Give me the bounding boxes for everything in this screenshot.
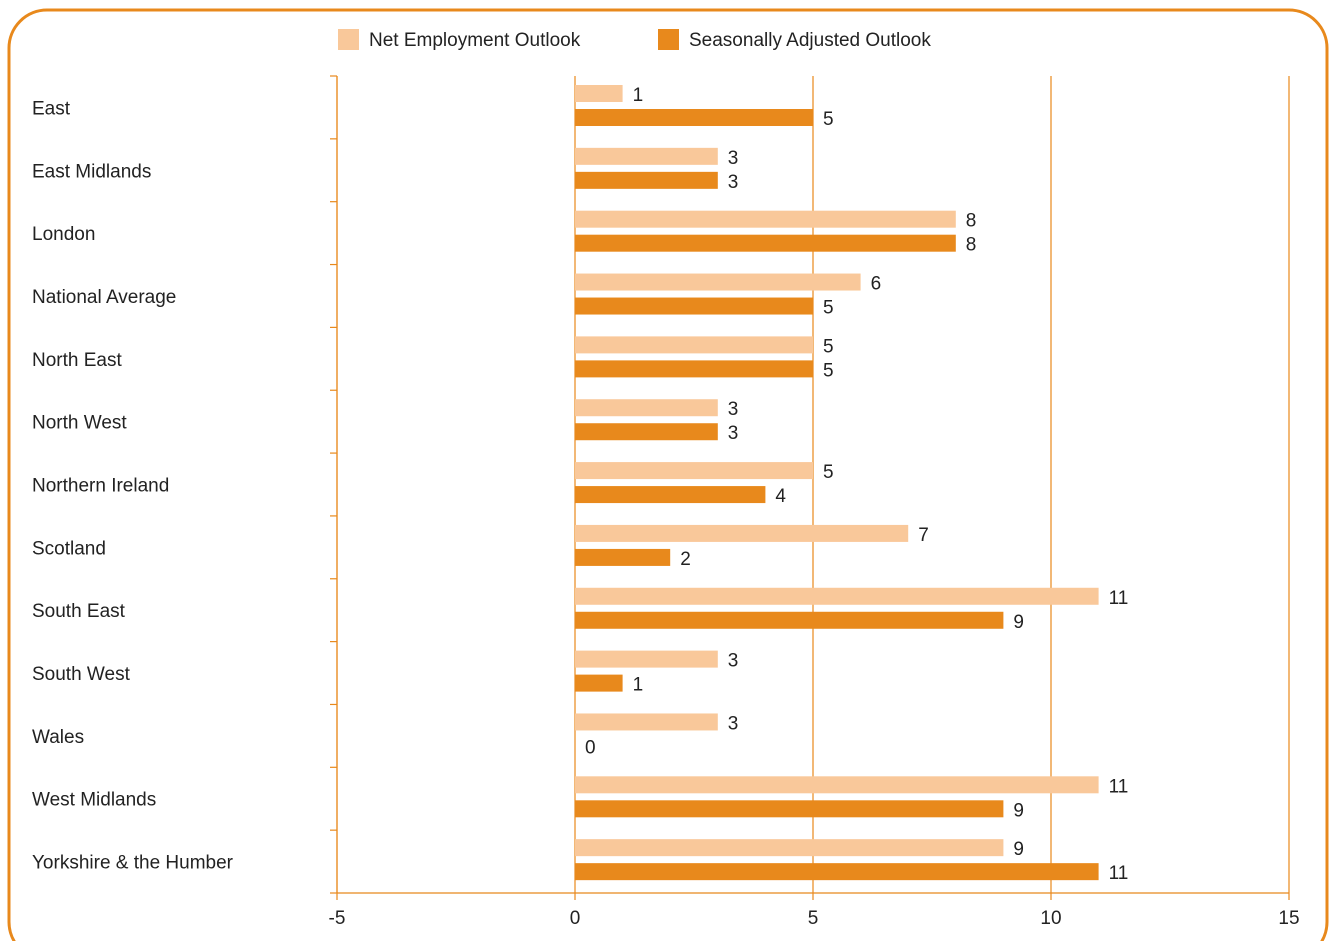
legend-swatch-seasonally-adjusted-outlook [658,29,679,50]
value-label-seasonally-adjusted-outlook-east: 5 [823,109,834,130]
bar-net-employment-outlook-south-west [575,650,718,668]
chart-border [7,8,1329,941]
value-label-net-employment-outlook-south-east: 11 [1109,588,1129,609]
axes [330,75,1290,900]
x-tick-label: 10 [1040,908,1061,929]
x-tick-label: 15 [1278,908,1299,929]
bar-net-employment-outlook-south-east [575,587,1099,605]
bar-seasonally-adjusted-outlook-yorkshire-and-the-humber [575,863,1099,881]
category-label-west-midlands: West Midlands [32,790,156,811]
value-label-seasonally-adjusted-outlook-wales: 0 [585,737,596,758]
bar-net-employment-outlook-north-east [575,336,813,354]
value-label-net-employment-outlook-wales: 3 [728,713,739,734]
data-labels: 1 5 3 3 8 8 6 5 5 5 3 3 5 4 7 2 11 9 3 1 3 0 11 9 9 11 [585,85,1128,884]
category-label-east: East [32,98,71,119]
legend-label-seasonally-adjusted-outlook: Seasonally Adjusted Outlook [689,30,931,51]
value-label-seasonally-adjusted-outlook-west-midlands: 9 [1013,800,1024,821]
legend-swatch-net-employment-outlook [338,29,359,50]
x-tick-label: -5 [329,908,346,929]
value-label-seasonally-adjusted-outlook-national-average: 5 [823,298,834,319]
bar-net-employment-outlook-national-average [575,273,861,291]
bar-net-employment-outlook-northern-ireland [575,462,813,480]
bar-seasonally-adjusted-outlook-east [575,109,813,126]
value-label-net-employment-outlook-london: 8 [966,211,977,232]
bar-net-employment-outlook-yorkshire-and-the-humber [575,839,1004,857]
value-label-net-employment-outlook-west-midlands: 11 [1109,776,1129,797]
value-label-seasonally-adjusted-outlook-northern-ireland: 4 [775,486,786,507]
bars [575,85,1099,881]
x-tick-labels: -5 0 5 10 15 [329,908,1300,929]
bar-seasonally-adjusted-outlook-east-midlands [575,171,718,189]
legend-label-net-employment-outlook: Net Employment Outlook [369,30,581,51]
bar-seasonally-adjusted-outlook-south-west [575,674,623,692]
value-label-seasonally-adjusted-outlook-yorkshire-and-the-humber: 11 [1109,863,1129,884]
value-label-net-employment-outlook-yorkshire-and-the-humber: 9 [1013,839,1024,860]
value-label-seasonally-adjusted-outlook-london: 8 [966,235,977,256]
bar-net-employment-outlook-london [575,210,956,228]
x-tick-label: 0 [570,908,581,929]
bar-seasonally-adjusted-outlook-north-west [575,423,718,441]
category-label-scotland: Scotland [32,538,106,559]
value-label-seasonally-adjusted-outlook-east-midlands: 3 [728,172,739,193]
category-label-wales: Wales [32,727,84,748]
value-label-seasonally-adjusted-outlook-north-west: 3 [728,423,739,444]
bar-net-employment-outlook-wales [575,713,718,731]
value-label-seasonally-adjusted-outlook-south-east: 9 [1013,612,1024,633]
bar-net-employment-outlook-east [575,85,623,102]
bar-seasonally-adjusted-outlook-west-midlands [575,800,1004,818]
bar-seasonally-adjusted-outlook-south-east [575,611,1004,629]
value-label-net-employment-outlook-scotland: 7 [918,525,929,546]
gridlines [336,76,1290,893]
value-label-net-employment-outlook-south-west: 3 [728,651,739,672]
bar-net-employment-outlook-scotland [575,524,909,542]
category-label-north-west: North West [32,413,127,434]
bar-net-employment-outlook-west-midlands [575,776,1099,794]
bar-net-employment-outlook-east-midlands [575,147,718,165]
value-label-net-employment-outlook-north-west: 3 [728,399,739,420]
value-label-net-employment-outlook-east: 1 [633,85,644,106]
value-label-seasonally-adjusted-outlook-north-east: 5 [823,360,834,381]
bar-net-employment-outlook-north-west [575,399,718,417]
value-label-net-employment-outlook-northern-ireland: 5 [823,462,834,483]
x-tick-label: 5 [808,908,819,929]
category-label-national-average: National Average [32,287,176,308]
category-label-south-west: South West [32,664,131,685]
category-label-london: London [32,224,95,245]
bar-seasonally-adjusted-outlook-northern-ireland [575,486,766,504]
category-label-northern-ireland: Northern Ireland [32,476,169,497]
value-label-seasonally-adjusted-outlook-scotland: 2 [680,549,691,570]
bar-seasonally-adjusted-outlook-scotland [575,548,671,566]
value-label-net-employment-outlook-north-east: 5 [823,336,834,357]
category-label-south-east: South East [32,601,126,622]
bar-seasonally-adjusted-outlook-north-east [575,360,813,378]
category-label-north-east: North East [32,350,122,371]
value-label-net-employment-outlook-east-midlands: 3 [728,148,739,169]
bar-seasonally-adjusted-outlook-national-average [575,297,813,315]
category-label-yorkshire-and-the-humber: Yorkshire & the Humber [32,853,234,874]
value-label-net-employment-outlook-national-average: 6 [871,274,882,295]
value-label-seasonally-adjusted-outlook-south-west: 1 [633,675,644,696]
bar-seasonally-adjusted-outlook-london [575,234,956,252]
category-label-east-midlands: East Midlands [32,161,151,182]
category-labels: East East Midlands London National Average N… [32,98,234,873]
legend: Net Employment Outlook Seasonally Adjust… [338,29,931,51]
